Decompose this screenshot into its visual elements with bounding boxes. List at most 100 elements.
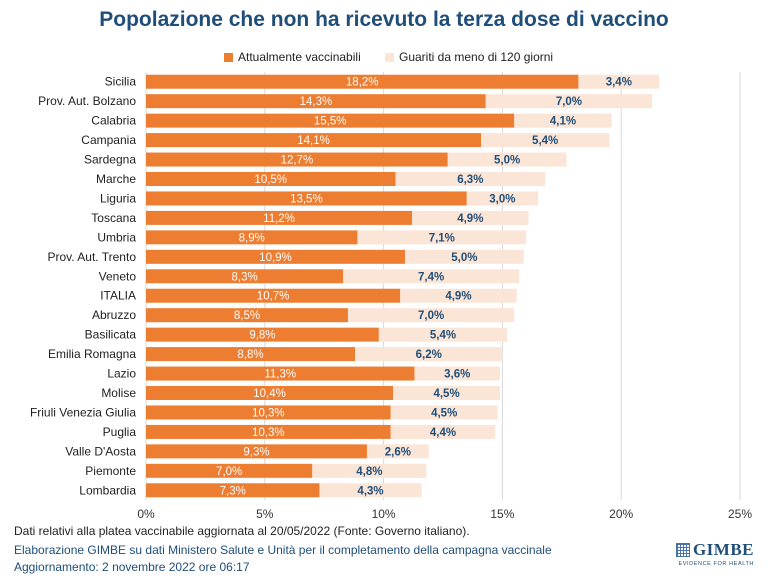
data-label-vaccinabili: 9,3% <box>243 446 269 458</box>
legend-label-vaccinabili: Attualmente vaccinabili <box>238 50 361 64</box>
data-label-guariti: 4,3% <box>357 485 383 497</box>
data-label-guariti: 5,0% <box>451 252 477 264</box>
data-label-vaccinabili: 10,5% <box>254 174 287 186</box>
bar-vaccinabili <box>146 133 482 148</box>
bar-guariti <box>400 288 517 303</box>
data-label-vaccinabili: 11,2% <box>263 213 295 225</box>
footer-note: Dati relativi alla platea vaccinabile ag… <box>14 524 470 538</box>
footer-source: Elaborazione GIMBE su dati Ministero Sal… <box>14 543 552 557</box>
data-label-vaccinabili: 9,8% <box>249 330 275 342</box>
data-label-guariti: 7,1% <box>429 232 455 244</box>
data-label-guariti: 7,0% <box>556 96 582 108</box>
bar-guariti <box>343 269 520 284</box>
bar-vaccinabili <box>146 327 379 342</box>
bar-vaccinabili <box>146 249 405 264</box>
data-label-vaccinabili: 15,5% <box>314 116 347 128</box>
category-label: ITALIA <box>100 289 136 303</box>
data-label-guariti: 5,0% <box>494 155 520 167</box>
category-label: Liguria <box>100 191 136 205</box>
bar-vaccinabili <box>146 424 391 439</box>
category-label: Marche <box>96 172 136 186</box>
x-tick-label: 15% <box>490 507 514 521</box>
data-label-guariti: 6,2% <box>416 349 442 361</box>
bar-vaccinabili <box>146 269 344 284</box>
x-tick-label: 0% <box>137 507 155 521</box>
data-label-vaccinabili: 7,3% <box>220 485 246 497</box>
x-tick-label: 25% <box>728 507 752 521</box>
chart-title: Popolazione che non ha ricevuto la terza… <box>99 8 669 31</box>
bar-guariti <box>514 113 612 128</box>
bar-guariti <box>312 463 427 478</box>
gimbe-logo: GIMBE EVIDENCE FOR HEALTH <box>674 540 754 570</box>
data-label-vaccinabili: 10,4% <box>253 388 286 400</box>
bar-guariti <box>347 308 515 323</box>
data-label-vaccinabili: 10,3% <box>252 427 285 439</box>
category-label: Umbria <box>97 230 136 244</box>
legend-swatch-guariti <box>385 52 394 62</box>
category-label: Valle D'Aosta <box>65 444 136 458</box>
category-label: Prov. Aut. Trento <box>48 250 137 264</box>
bar-vaccinabili <box>146 230 358 245</box>
category-label: Calabria <box>91 114 136 128</box>
data-label-guariti: 5,4% <box>532 135 558 147</box>
bar-guariti <box>578 74 660 89</box>
category-label: Emilia Romagna <box>48 347 136 361</box>
data-label-guariti: 4,5% <box>431 407 457 419</box>
footer-updated: Aggiornamento: 2 novembre 2022 ore 06:17 <box>14 560 250 574</box>
data-label-guariti: 5,4% <box>430 330 456 342</box>
logo-tagline: EVIDENCE FOR HEALTH <box>678 561 754 567</box>
category-label: Toscana <box>91 211 136 225</box>
data-label-guariti: 3,0% <box>489 193 515 205</box>
data-label-vaccinabili: 8,3% <box>231 271 257 283</box>
data-label-guariti: 6,3% <box>457 174 483 186</box>
data-label-vaccinabili: 10,3% <box>252 407 285 419</box>
logo-name: GIMBE <box>692 540 754 559</box>
bar-guariti <box>404 249 524 264</box>
bar-guariti <box>412 210 529 225</box>
legend-item-vaccinabili: Attualmente vaccinabili <box>224 50 361 64</box>
legend-item-guariti: Guariti da meno di 120 giorni <box>385 50 553 64</box>
bar-guariti <box>390 424 496 439</box>
category-label: Lombardia <box>79 483 136 497</box>
category-label: Prov. Aut. Bolzano <box>38 94 136 108</box>
bar-vaccinabili <box>146 444 367 459</box>
category-label: Basilicata <box>85 328 137 342</box>
data-label-vaccinabili: 10,7% <box>257 291 290 303</box>
x-tick-label: 10% <box>372 507 396 521</box>
category-label: Veneto <box>99 269 137 283</box>
bar-vaccinabili <box>146 386 394 400</box>
data-label-vaccinabili: 13,5% <box>290 193 323 205</box>
bar-vaccinabili <box>146 113 515 128</box>
bar-vaccinabili <box>146 74 579 89</box>
category-label: Campania <box>81 133 136 147</box>
legend-label-guariti: Guariti da meno di 120 giorni <box>399 50 554 64</box>
bar-vaccinabili <box>146 308 348 323</box>
bar-vaccinabili <box>146 94 486 109</box>
data-label-guariti: 4,8% <box>356 466 382 478</box>
category-label: Friuli Venezia Giulia <box>30 405 136 419</box>
data-label-guariti: 2,6% <box>385 446 411 458</box>
data-label-vaccinabili: 10,9% <box>259 252 292 264</box>
bar-guariti <box>447 152 567 167</box>
data-label-vaccinabili: 18,2% <box>346 77 379 89</box>
category-label: Puglia <box>103 425 137 439</box>
bar-vaccinabili <box>146 152 448 167</box>
category-label: Sardegna <box>84 153 136 167</box>
bar-guariti <box>357 230 527 245</box>
bar-guariti <box>485 94 653 109</box>
data-label-guariti: 4,4% <box>430 427 456 439</box>
bar-guariti <box>466 191 539 206</box>
data-label-guariti: 4,9% <box>457 213 483 225</box>
x-tick-label: 5% <box>256 507 274 521</box>
category-label: Sicilia <box>105 75 137 89</box>
data-label-vaccinabili: 8,8% <box>237 349 263 361</box>
data-label-vaccinabili: 12,7% <box>281 155 314 167</box>
data-label-guariti: 7,0% <box>418 310 444 322</box>
bar-guariti <box>378 327 508 342</box>
bar-vaccinabili <box>146 288 401 303</box>
data-label-guariti: 4,9% <box>445 291 471 303</box>
bar-guariti <box>355 347 503 362</box>
bar-guariti <box>395 172 546 186</box>
category-label: Molise <box>101 386 136 400</box>
